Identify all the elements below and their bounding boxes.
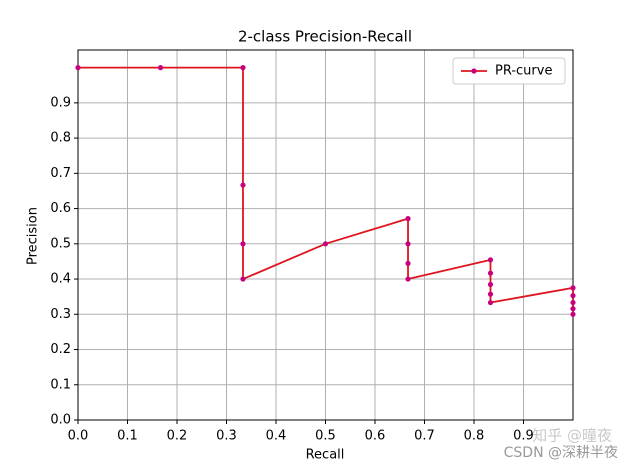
point [75, 65, 81, 71]
x-tick-label: 0.9 [513, 429, 534, 444]
point [570, 311, 576, 317]
y-tick-label: 0.0 [50, 413, 71, 428]
y-tick-label: 0.5 [50, 236, 71, 251]
point [405, 241, 411, 247]
legend-box [452, 57, 566, 85]
point [157, 65, 164, 71]
point [240, 276, 246, 282]
watermark: 知乎 @曈夜 [532, 427, 612, 445]
point [322, 241, 329, 247]
plot-frame [77, 49, 574, 421]
y-tick-label: 0.9 [50, 95, 71, 110]
y-tick-label: 0.2 [50, 342, 71, 357]
point [487, 270, 494, 276]
x-tick-label: 0.4 [266, 429, 287, 444]
point [405, 260, 411, 267]
x-tick-label: 0.7 [414, 429, 435, 444]
point [487, 281, 494, 288]
y-tick-label: 0.8 [50, 131, 71, 146]
x-tick-label: 0.6 [365, 429, 386, 444]
legend-label: PR-curve [495, 64, 552, 79]
x-tick-label: 0.1 [117, 429, 138, 444]
point [570, 299, 576, 306]
y-tick-label: 0.7 [50, 166, 71, 181]
x-tick-label: 0.0 [68, 429, 89, 444]
point [570, 293, 576, 299]
y-tick-label: 0.1 [50, 377, 71, 392]
point [240, 241, 246, 247]
y-tick-label: 0.4 [50, 272, 71, 287]
point [240, 65, 246, 71]
point [405, 216, 411, 222]
point [570, 285, 576, 291]
point [405, 276, 411, 282]
x-tick-label: 0.2 [167, 429, 188, 444]
point [570, 306, 576, 312]
point [487, 291, 494, 297]
x-axis-label: Recall [306, 448, 345, 463]
y-axis-label: Precision [26, 207, 41, 265]
y-tick-label: 0.6 [50, 201, 71, 216]
x-tick-label: 0.3 [216, 429, 237, 444]
x-tick-label: 0.8 [464, 429, 485, 444]
point [487, 299, 494, 306]
point [240, 182, 246, 188]
watermark: CSDN @深耕半夜 [504, 444, 618, 461]
x-tick-label: 0.5 [315, 429, 336, 444]
chart-title: 2-class Precision-Recall [238, 28, 412, 46]
y-tick-label: 0.3 [50, 307, 71, 322]
point [487, 257, 494, 263]
legend-marker [471, 68, 477, 74]
